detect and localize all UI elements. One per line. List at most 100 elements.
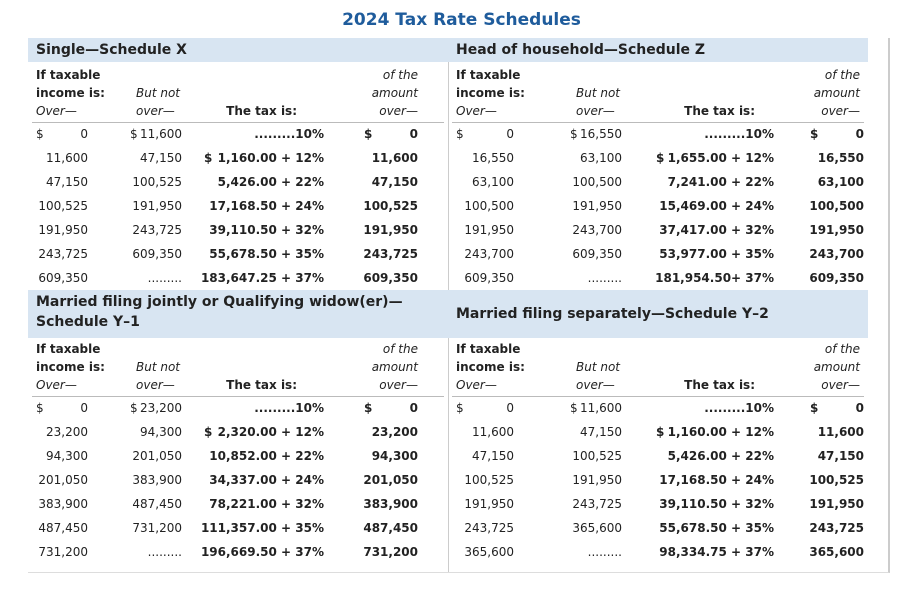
cell-value: 243,725	[38, 247, 88, 261]
cell-value: 78,221.00 + 32%	[209, 497, 324, 511]
dollar-sign: $	[204, 151, 213, 165]
cell-value: 16,550	[817, 151, 864, 165]
cell-value: 17,168.50 + 24%	[209, 199, 324, 213]
cell-value: 94,300	[140, 425, 182, 439]
cell-value: 16,550	[472, 151, 514, 165]
column-header: amount	[813, 86, 860, 100]
section-header	[28, 290, 448, 338]
column-header: income is:	[456, 360, 525, 374]
column-header: over—	[576, 378, 615, 392]
cell-value: 7,241.00 + 22%	[667, 175, 774, 189]
cell-value: 487,450	[38, 521, 88, 535]
schedule-title: Married filing jointly or Qualifying wid…	[36, 294, 403, 310]
cell-value: 191,950	[572, 199, 622, 213]
cell-value: 243,725	[132, 223, 182, 237]
cell-value: .........	[147, 271, 182, 285]
cell-value: 34,337.00 + 24%	[209, 473, 324, 487]
column-header: If taxable	[456, 342, 521, 356]
column-header: amount	[371, 86, 418, 100]
header-rule	[452, 122, 864, 123]
cell-value: 191,950	[809, 497, 864, 511]
cell-value: 609,350	[809, 271, 864, 285]
cell-value: 47,150	[580, 425, 622, 439]
cell-value: 11,600	[472, 425, 514, 439]
section-header	[28, 38, 448, 62]
column-header: But not	[136, 360, 181, 374]
cell-value: 111,357.00 + 35%	[200, 521, 324, 535]
cell-value: 1,160.00 + 12%	[667, 425, 774, 439]
column-header: income is:	[36, 360, 105, 374]
cell-value: .........10%	[254, 401, 324, 415]
cell-value: .........	[587, 545, 622, 559]
cell-value: 94,300	[371, 449, 418, 463]
cell-value: 11,600	[817, 425, 864, 439]
column-header: over—	[379, 104, 418, 118]
cell-value: 5,426.00 + 22%	[667, 449, 774, 463]
cell-value: 609,350	[464, 271, 514, 285]
cell-value: 201,050	[363, 473, 418, 487]
cell-value: 0	[409, 127, 418, 141]
cell-value: 47,150	[371, 175, 418, 189]
dollar-sign: $	[130, 127, 138, 141]
cell-value: 383,900	[132, 473, 182, 487]
page-title: 2024 Tax Rate Schedules	[342, 10, 581, 30]
cell-value: 191,950	[464, 497, 514, 511]
cell-value: 0	[80, 401, 88, 415]
column-header: Over—	[456, 104, 497, 118]
cell-value: 98,334.75 + 37%	[659, 545, 774, 559]
cell-value: 365,600	[809, 545, 864, 559]
cell-value: 191,950	[38, 223, 88, 237]
schedule-title: Single—Schedule X	[36, 42, 187, 58]
cell-value: 11,600	[580, 401, 622, 415]
cell-value: 100,525	[809, 473, 864, 487]
column-header: over—	[379, 378, 418, 392]
cell-value: 243,700	[572, 223, 622, 237]
dollar-sign: $	[656, 151, 665, 165]
cell-value: 196,669.50 + 37%	[200, 545, 324, 559]
cell-value: 37,417.00 + 32%	[659, 223, 774, 237]
cell-value: 100,525	[38, 199, 88, 213]
column-header: The tax is:	[226, 378, 297, 392]
column-header: But not	[576, 86, 621, 100]
cell-value: 100,525	[132, 175, 182, 189]
cell-value: 0	[855, 401, 864, 415]
cell-value: .........	[587, 271, 622, 285]
cell-value: 5,426.00 + 22%	[217, 175, 324, 189]
cell-value: 100,500	[809, 199, 864, 213]
column-header: The tax is:	[684, 104, 755, 118]
schedule-title: Married filing separately—Schedule Y–2	[456, 306, 769, 322]
cell-value: .........10%	[704, 401, 774, 415]
column-header: The tax is:	[226, 104, 297, 118]
cell-value: 0	[506, 127, 514, 141]
cell-value: 243,725	[363, 247, 418, 261]
column-header: But not	[136, 86, 181, 100]
cell-value: 0	[80, 127, 88, 141]
cell-value: 191,950	[363, 223, 418, 237]
cell-value: 1,160.00 + 12%	[217, 151, 324, 165]
cell-value: 23,200	[371, 425, 418, 439]
cell-value: 731,200	[38, 545, 88, 559]
column-header: of the	[824, 68, 860, 82]
dollar-sign: $	[656, 425, 665, 439]
cell-value: 47,150	[46, 175, 88, 189]
cell-value: 100,525	[363, 199, 418, 213]
section-header	[448, 290, 868, 338]
cell-value: 100,500	[572, 175, 622, 189]
dollar-sign: $	[364, 127, 373, 141]
cell-value: 100,525	[572, 449, 622, 463]
dollar-sign: $	[130, 401, 138, 415]
cell-value: 731,200	[132, 521, 182, 535]
dollar-sign: $	[36, 401, 44, 415]
column-header: of the	[824, 342, 860, 356]
cell-value: 63,100	[472, 175, 514, 189]
cell-value: 609,350	[363, 271, 418, 285]
cell-value: 0	[855, 127, 864, 141]
dollar-sign: $	[810, 401, 819, 415]
column-header: over—	[576, 104, 615, 118]
header-rule	[32, 122, 444, 123]
cell-value: 11,600	[140, 127, 182, 141]
cell-value: 10,852.00 + 22%	[209, 449, 324, 463]
cell-value: 47,150	[817, 449, 864, 463]
column-header: Over—	[456, 378, 497, 392]
cell-value: 11,600	[46, 151, 88, 165]
